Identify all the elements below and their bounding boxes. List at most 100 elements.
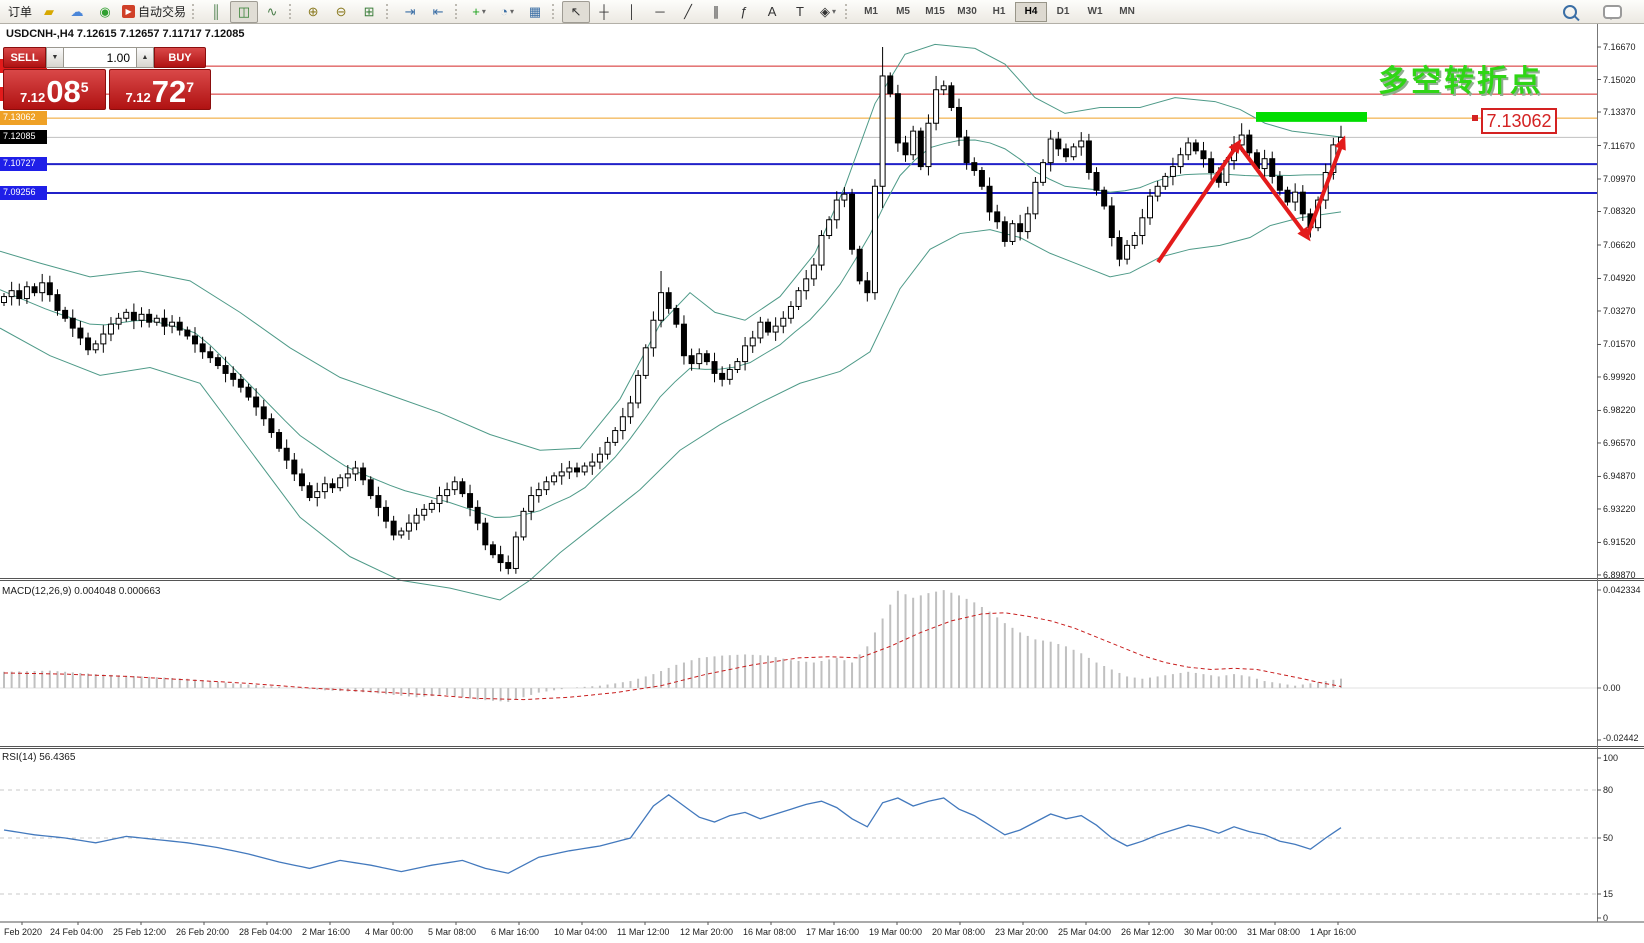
sell-button[interactable]: SELL	[3, 47, 46, 68]
time-axis-label: 12 Mar 20:00	[680, 927, 734, 937]
chevron-down-icon: ▾	[832, 7, 837, 16]
arrows-button[interactable]: ◈ ▾	[814, 1, 842, 23]
label-button[interactable]: T	[786, 1, 814, 23]
price-callout-label[interactable]: 7.13062	[1481, 108, 1557, 134]
chart-shift-button[interactable]: ⇤	[424, 1, 452, 23]
zoom-in-button[interactable]: ⊕	[299, 1, 327, 23]
search-icon[interactable]	[1556, 1, 1584, 23]
rsi-axis-tick: 100	[1603, 753, 1619, 763]
buy-button[interactable]: BUY	[154, 47, 206, 68]
timeframe-h1[interactable]: H1	[992, 6, 1006, 17]
vline-icon: │	[627, 4, 637, 19]
toolbar-separator	[289, 4, 295, 19]
price-axis-tick: 6.96570	[1603, 437, 1636, 448]
price-axis-tick: 7.15020	[1603, 74, 1636, 85]
price-axis-tick: 7.08320	[1603, 206, 1636, 217]
timeframe-w1[interactable]: W1	[1087, 6, 1103, 17]
autotrading-button[interactable]: ▶ 自动交易	[119, 1, 189, 23]
timeframe-d1[interactable]: D1	[1056, 6, 1070, 17]
bar-chart-icon: ║	[211, 4, 221, 19]
time-axis-label: 16 Mar 08:00	[743, 927, 797, 937]
hline-icon: ─	[655, 4, 665, 19]
timeframe-m5[interactable]: M5	[896, 6, 910, 17]
market-icon[interactable]: ▰	[35, 1, 63, 23]
time-axis-label: 26 Feb 20:00	[176, 927, 230, 937]
text-button[interactable]: A	[758, 1, 786, 23]
price-axis-tick: 7.09970	[1603, 173, 1636, 184]
line-chart-button[interactable]: ∿	[258, 1, 286, 23]
price-axis-tick: 7.01570	[1603, 339, 1636, 350]
timeframe-mn[interactable]: MN	[1119, 6, 1135, 17]
trendline-icon: ╱	[684, 3, 692, 19]
time-axis-label: 2 Mar 16:00	[302, 927, 351, 937]
candlestick-button[interactable]: ◫	[230, 0, 259, 23]
arrows-icon: ◈	[820, 3, 831, 19]
signals-icon[interactable]: ◉	[91, 1, 119, 23]
time-axis-label: 31 Mar 08:00	[1247, 927, 1301, 937]
vline-button[interactable]: │	[618, 1, 646, 23]
toolbar-separator	[386, 4, 392, 19]
time-axis-label: 10 Mar 04:00	[554, 927, 608, 937]
trendline-button[interactable]: ╱	[674, 1, 702, 23]
chart-area[interactable]	[0, 24, 1644, 943]
toolbar-separator	[552, 4, 558, 19]
bar-chart-button[interactable]: ║	[202, 1, 230, 23]
timeframe-m1[interactable]: M1	[864, 6, 878, 17]
zoom-out-button[interactable]: ⊖	[327, 1, 355, 23]
chat-icon[interactable]	[1598, 1, 1626, 23]
label-icon: T	[796, 4, 804, 19]
signals-icon: ◉	[99, 3, 111, 19]
volume-up-button[interactable]: ▲	[136, 47, 154, 68]
fibonacci-button[interactable]: ƒ	[730, 1, 758, 23]
time-axis-label: 30 Mar 00:00	[1184, 927, 1238, 937]
auto-scroll-button[interactable]: ⇥	[396, 1, 424, 23]
rsi-axis-tick: 15	[1603, 889, 1614, 899]
timeframe-h4[interactable]: H4	[1015, 1, 1048, 22]
tile-windows-icon: ⊞	[363, 3, 375, 19]
add-indicator-button[interactable]: + ▾	[465, 1, 493, 23]
volume-down-button[interactable]: ▼	[46, 47, 64, 68]
volume-input[interactable]	[64, 47, 136, 68]
buy-price[interactable]: 7.12 72 7	[108, 69, 211, 110]
sell-price-big: 08	[46, 74, 81, 109]
autotrading-play-icon: ▶	[122, 5, 136, 18]
time-axis-label: 5 Mar 08:00	[428, 927, 477, 937]
new-order-button[interactable]: 订单	[2, 1, 35, 23]
price-level-badge: 7.10727	[0, 157, 47, 172]
cursor-icon: ↖	[570, 3, 582, 19]
price-axis-tick: 7.13370	[1603, 107, 1636, 117]
time-axis-label: 17 Mar 16:00	[806, 927, 860, 937]
template-icon: ▦	[528, 3, 542, 19]
time-axis-label: 1 Apr 16:00	[1310, 927, 1357, 937]
price-axis-tick: 7.16670	[1603, 42, 1636, 52]
template-button[interactable]: ▦	[521, 1, 549, 23]
time-axis-label: Feb 2020	[4, 927, 43, 937]
market-icon: ▰	[44, 3, 55, 19]
timeframe-m30[interactable]: M30	[957, 6, 977, 17]
chart-shift-icon: ⇤	[432, 3, 444, 19]
time-axis-label: 23 Mar 20:00	[995, 927, 1049, 937]
fibonacci-icon: ƒ	[740, 4, 748, 19]
timeframe-m15[interactable]: M15	[925, 6, 945, 17]
community-icon[interactable]: ☁	[63, 1, 91, 23]
chart-ohlc-title: USDCNH-,H4 7.12615 7.12657 7.11717 7.120…	[6, 28, 245, 40]
buy-price-pip: 7	[186, 79, 195, 95]
time-axis-label: 28 Feb 04:00	[239, 927, 293, 937]
price-axis-tick: 6.91520	[1603, 537, 1636, 548]
channel-button[interactable]: ∥	[702, 1, 730, 23]
hline-button[interactable]: ─	[646, 1, 674, 23]
new-order-button-label: 订单	[8, 5, 33, 19]
sell-price[interactable]: 7.12 08 5	[3, 69, 106, 110]
price-axis-tick: 7.06620	[1603, 239, 1636, 250]
sell-price-pip: 5	[80, 79, 89, 95]
macd-axis-tick: 0.042334	[1603, 584, 1641, 595]
autotrading-button-label: 自动交易	[138, 5, 187, 19]
toolbar-separator	[845, 4, 851, 19]
period-button[interactable]: ◔ ▾	[493, 1, 521, 23]
cursor-button[interactable]: ↖	[562, 0, 591, 23]
time-axis-label: 24 Feb 04:00	[50, 927, 104, 937]
crosshair-button[interactable]: ┼	[590, 1, 618, 23]
zoom-in-icon: ⊕	[307, 3, 319, 19]
one-click-trading-panel: SELL ▼ ▲ BUY 7.12 08 5 7.12 72 7	[3, 47, 211, 110]
tile-windows-button[interactable]: ⊞	[355, 1, 383, 23]
